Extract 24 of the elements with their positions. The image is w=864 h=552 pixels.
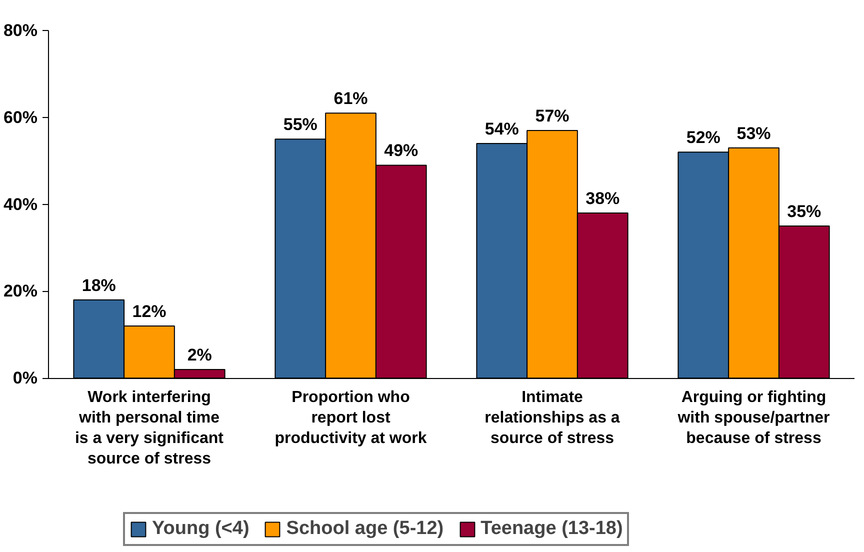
data-label: 35%: [787, 202, 822, 222]
x-tick-label: Intimate relationships as a source of stress: [484, 389, 620, 447]
y-tick-label: 20%: [3, 282, 38, 301]
y-tick-label: 80%: [3, 21, 38, 40]
data-label: 38%: [586, 189, 620, 208]
y-tick-label: 60%: [3, 108, 38, 127]
x-tick-label: Arguing or fighting with spouse/partner because of stress: [676, 389, 830, 447]
x-tick-label: Work interfering with personal time is a very significant source of stress: [74, 389, 224, 468]
data-label: 49%: [384, 141, 418, 160]
data-label: 2%: [187, 345, 212, 364]
data-label: 54%: [484, 119, 519, 138]
data-label: 53%: [736, 124, 771, 143]
data-label: 57%: [535, 106, 570, 126]
y-tick-label: 0%: [12, 368, 38, 388]
y-tick-label: 40%: [3, 194, 38, 214]
data-label: 61%: [334, 89, 368, 108]
data-label: 55%: [283, 115, 318, 134]
legend-label: Teenage (13-18): [480, 518, 623, 540]
legend-label: Young (<4): [152, 518, 250, 540]
legend-label: School age (5-12): [286, 518, 444, 540]
x-tick-label: Proportion who report lost productivity at work: [274, 389, 427, 447]
data-label: 12%: [132, 302, 166, 322]
data-label: 18%: [82, 276, 116, 295]
data-label: 52%: [686, 128, 720, 148]
